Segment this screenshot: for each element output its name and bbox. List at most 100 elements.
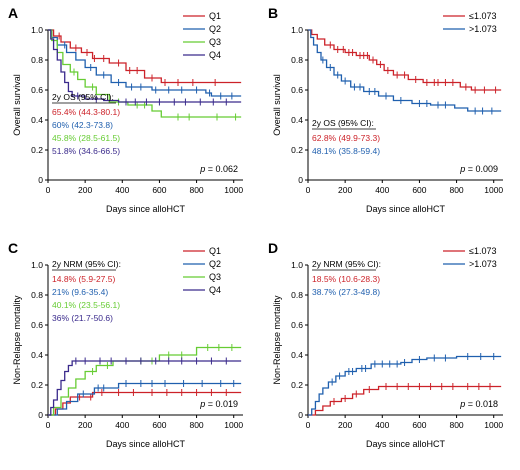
- x-axis-title: Days since alloHCT: [106, 439, 186, 449]
- series-line: [308, 29, 502, 112]
- y-tick-label: 0.8: [31, 290, 43, 300]
- y-tick-label: 0.4: [31, 350, 43, 360]
- x-tick-label: 1000: [224, 420, 243, 430]
- legend-label: Q4: [209, 50, 221, 60]
- panel-c: C 0 0.2 0.4 0.6 0.8 1.0 0 200 400 600 800 1000 Days s…: [8, 240, 243, 449]
- y-axis-title: Non-Relapse mortality: [272, 295, 282, 385]
- x-tick-label: 0: [306, 420, 311, 430]
- y-tick-label: 0: [38, 175, 43, 185]
- y-tick-label: 0: [298, 410, 303, 420]
- y-tick-label: 0.2: [31, 380, 43, 390]
- y-tick-label: 1.0: [31, 25, 43, 35]
- panel-d: D 0 0.2 0.4 0.6 0.8 1.0 0 200 400 600 800 1000 Days s…: [268, 240, 503, 449]
- legend-label: Q2: [209, 259, 221, 269]
- y-tick-label: 0.8: [291, 55, 303, 65]
- y-tick-label: 0.6: [291, 320, 303, 330]
- x-tick-label: 400: [375, 185, 389, 195]
- p-value: p = 0.062: [199, 164, 238, 174]
- ci-row: 18.5% (10.6-28.3): [312, 274, 380, 284]
- ci-row: 48.1% (35.8-59.4): [312, 146, 380, 156]
- series-line: [308, 29, 502, 91]
- x-tick-label: 200: [338, 185, 352, 195]
- panel-a: A 0 0.2 0.4 0.6 0.8 1.0 0 200 400 600 800 1000 Days s…: [8, 5, 243, 214]
- x-tick-label: 800: [449, 420, 463, 430]
- x-tick-label: 0: [46, 420, 51, 430]
- legend-label: ≤1.073: [469, 246, 496, 256]
- x-tick-label: 600: [152, 185, 166, 195]
- ci-row: 21% (9.6-35.4): [52, 287, 108, 297]
- legend-label: Q1: [209, 246, 221, 256]
- y-tick-label: 1.0: [31, 260, 43, 270]
- y-tick-label: 0.8: [31, 55, 43, 65]
- x-tick-label: 600: [152, 420, 166, 430]
- legend-label: ≤1.073: [469, 11, 496, 21]
- y-tick-label: 0.2: [291, 145, 303, 155]
- ci-row: 45.8% (28.5-61.5): [52, 133, 120, 143]
- legend-label: Q3: [209, 272, 221, 282]
- ci-row: 38.7% (27.3-49.8): [312, 287, 380, 297]
- series-line: [48, 29, 242, 84]
- x-tick-label: 1000: [484, 420, 503, 430]
- y-tick-label: 0.6: [31, 85, 43, 95]
- y-axis-title: Non-Relapse mortality: [12, 295, 22, 385]
- p-value-symbol: p: [459, 399, 465, 409]
- series-line: [48, 360, 242, 416]
- ci-row: 14.8% (5.9-27.5): [52, 274, 115, 284]
- x-tick-label: 400: [115, 185, 129, 195]
- legend-label: Q4: [209, 285, 221, 295]
- x-axis-title: Days since alloHCT: [106, 204, 186, 214]
- x-tick-label: 800: [189, 185, 203, 195]
- ci-title: 2y OS (95% CI):: [52, 92, 114, 102]
- x-tick-label: 400: [115, 420, 129, 430]
- x-tick-label: 1000: [484, 185, 503, 195]
- p-value: p = 0.019: [199, 399, 238, 409]
- series-line: [48, 29, 242, 103]
- p-value: p = 0.009: [459, 164, 498, 174]
- p-value-number: = 0.062: [205, 164, 238, 174]
- y-tick-label: 0.4: [31, 115, 43, 125]
- x-tick-label: 200: [78, 185, 92, 195]
- x-tick-label: 800: [449, 185, 463, 195]
- ci-row: 36% (21.7-50.6): [52, 313, 113, 323]
- ci-row: 65.4% (44.3-80.1): [52, 107, 120, 117]
- series-line: [48, 346, 242, 416]
- legend-label: Q2: [209, 24, 221, 34]
- p-value-symbol: p: [199, 164, 205, 174]
- x-tick-label: 0: [306, 185, 311, 195]
- x-tick-label: 0: [46, 185, 51, 195]
- y-axis-title: Overall survival: [12, 74, 22, 136]
- legend-label: Q1: [209, 11, 221, 21]
- ci-row: 60% (42.3-73.8): [52, 120, 113, 130]
- y-tick-label: 0.2: [31, 145, 43, 155]
- p-value-number: = 0.019: [205, 399, 238, 409]
- panel-letter: A: [8, 5, 18, 21]
- legend-label: >1.073: [469, 259, 497, 269]
- ci-row: 51.8% (34.6-66.5): [52, 146, 120, 156]
- x-tick-label: 600: [412, 185, 426, 195]
- p-value-symbol: p: [459, 164, 465, 174]
- legend-label: Q3: [209, 37, 221, 47]
- y-axis-title: Overall survival: [272, 74, 282, 136]
- x-tick-label: 800: [189, 420, 203, 430]
- x-axis-title: Days since alloHCT: [366, 439, 446, 449]
- p-value-symbol: p: [199, 399, 205, 409]
- ci-row: 62.8% (49.9-73.3): [312, 133, 380, 143]
- x-tick-label: 1000: [224, 185, 243, 195]
- x-tick-label: 400: [375, 420, 389, 430]
- y-tick-label: 1.0: [291, 25, 303, 35]
- panel-letter: C: [8, 240, 18, 256]
- p-value: p = 0.018: [459, 399, 498, 409]
- x-tick-label: 200: [78, 420, 92, 430]
- panel-letter: B: [268, 5, 278, 21]
- ci-row: 40.1% (23.5-56.1): [52, 300, 120, 310]
- y-tick-label: 1.0: [291, 260, 303, 270]
- y-tick-label: 0.4: [291, 350, 303, 360]
- y-tick-label: 0.8: [291, 290, 303, 300]
- panel-letter: D: [268, 240, 278, 256]
- y-tick-label: 0: [298, 175, 303, 185]
- y-tick-label: 0.4: [291, 115, 303, 125]
- panel-b: B 0 0.2 0.4 0.6 0.8 1.0 0 200 400 600 800 1000 Days s…: [268, 5, 503, 214]
- legend-label: >1.073: [469, 24, 497, 34]
- series-line: [308, 385, 502, 416]
